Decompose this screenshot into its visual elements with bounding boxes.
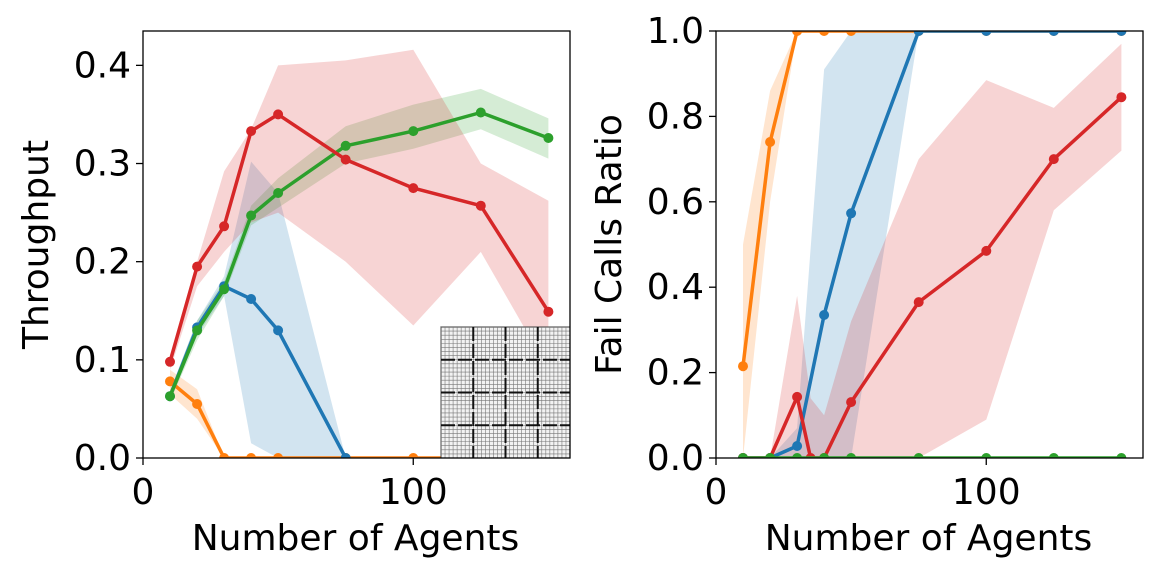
data-point (192, 261, 203, 272)
data-point (246, 126, 257, 137)
band-0 (743, 31, 1122, 458)
band-1 (170, 161, 346, 458)
band-3 (170, 49, 549, 370)
data-point (765, 137, 776, 147)
data-point (738, 361, 748, 372)
data-point (165, 356, 175, 367)
series-line-2 (741, 95, 1124, 458)
y-axis-label: Fail Calls Ratio (589, 114, 630, 375)
band-2 (170, 88, 549, 402)
data-point (846, 31, 857, 36)
data-point (340, 140, 351, 151)
data-point (981, 31, 992, 36)
data-point (913, 297, 924, 308)
throughput-chart: 0.0 0.1 0.2 0.3 0.4 0 100 Number of Agents Throu… (16, 30, 571, 559)
data-point (219, 221, 230, 232)
data-point (192, 399, 203, 409)
data-point (219, 453, 230, 458)
data-point (846, 208, 857, 219)
y-tick-label: 0.0 (74, 438, 131, 479)
x-tick-label: 0 (132, 472, 155, 513)
axes-frame (142, 30, 571, 459)
y-tick-label: 0.4 (74, 45, 131, 86)
band-1 (743, 31, 1122, 458)
x-tick-label: 100 (952, 472, 1021, 513)
data-point (819, 31, 830, 36)
data-point (765, 453, 776, 458)
axes-frame (715, 30, 1144, 459)
data-point (246, 210, 257, 221)
data-point (273, 453, 284, 458)
data-point (792, 31, 803, 36)
y-tick-label: 1.0 (647, 11, 704, 52)
y-tick-label: 0.1 (74, 340, 131, 381)
x-tick-label: 0 (705, 472, 728, 513)
data-point (246, 294, 257, 304)
data-point (408, 183, 419, 194)
data-point (981, 245, 992, 256)
y-tick-label: 0.2 (647, 353, 704, 394)
fail-calls-ratio-chart: 0.0 0.2 0.4 0.6 0.8 1.0 0 100 Number of Agents Fa… (589, 11, 1144, 559)
y-tick-label: 0.2 (74, 242, 131, 283)
data-point (340, 154, 351, 165)
y-tick-label: 0.8 (647, 96, 704, 137)
data-point (792, 391, 803, 402)
data-point (273, 325, 284, 336)
data-point (475, 200, 486, 211)
data-point (792, 453, 803, 458)
x-axis-label: Number of Agents (765, 518, 1093, 559)
series-line-0 (168, 379, 551, 458)
data-point (913, 31, 924, 36)
data-point (738, 453, 748, 458)
plot-area (165, 49, 554, 458)
data-point (846, 453, 857, 458)
data-point (1048, 31, 1059, 36)
data-point (846, 397, 857, 408)
data-point (819, 453, 830, 458)
y-tick-label: 0.4 (647, 267, 704, 308)
data-point (543, 133, 554, 143)
data-point (165, 391, 175, 402)
y-axis-label: Throughput (16, 140, 57, 350)
y-tick-label: 0.0 (647, 438, 704, 479)
data-point (219, 284, 230, 295)
data-point (1116, 31, 1127, 36)
x-axis-label: Number of Agents (192, 518, 520, 559)
x-tick-label: 100 (379, 472, 448, 513)
data-point (792, 441, 803, 451)
data-point (475, 107, 486, 118)
y-tick-label: 0.3 (74, 144, 131, 185)
data-point (981, 453, 992, 458)
data-point (408, 126, 419, 137)
inset-map-image (440, 326, 571, 459)
data-point (913, 453, 924, 458)
data-point (1048, 453, 1059, 458)
data-point (246, 453, 257, 458)
data-point (1116, 453, 1127, 458)
data-point (1048, 154, 1059, 165)
band-2 (743, 43, 1122, 458)
data-point (408, 453, 419, 458)
data-point (543, 306, 554, 317)
plot-area (738, 31, 1127, 458)
data-point (192, 325, 203, 336)
y-tick-label: 0.6 (647, 182, 704, 223)
data-point (273, 109, 284, 120)
data-point (273, 188, 284, 198)
data-point (819, 310, 830, 320)
data-point (1116, 92, 1127, 103)
series-line-0 (741, 31, 1124, 368)
data-point (340, 453, 351, 458)
